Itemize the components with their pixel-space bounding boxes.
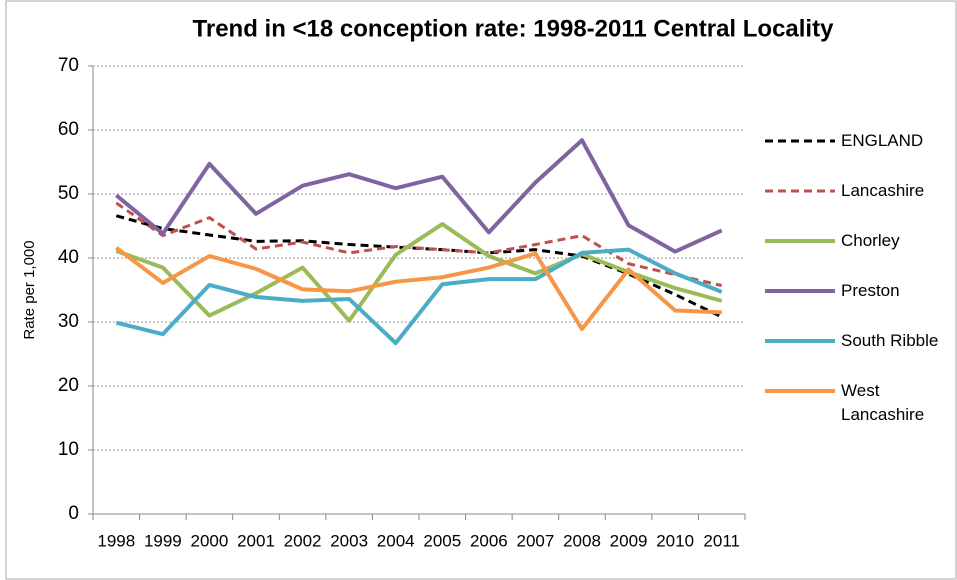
legend-item: Lancashire: [765, 175, 955, 225]
legend-item: ENGLAND: [765, 125, 955, 175]
x-tick-label: 2007: [517, 531, 555, 550]
y-tick-label: 60: [58, 119, 79, 140]
legend-item: Preston: [765, 275, 955, 325]
legend-label: Lancashire: [841, 181, 925, 200]
legend-label: Preston: [841, 281, 900, 300]
x-tick-label: 2005: [423, 531, 461, 550]
x-tick-label: 2009: [610, 531, 648, 550]
legend-label: Chorley: [841, 231, 900, 250]
x-tick-label: 2008: [563, 531, 601, 550]
x-tick-label: 2003: [330, 531, 368, 550]
legend-label: West Lancashire: [841, 381, 925, 424]
legend-swatch: [765, 339, 835, 343]
x-tick-label: 1999: [144, 531, 182, 550]
y-tick-label: 20: [58, 375, 79, 396]
y-tick-label: 30: [58, 311, 79, 332]
series-line: [115, 201, 723, 287]
legend-swatch: [765, 289, 835, 293]
x-tick-label: 2001: [237, 531, 275, 550]
x-tick-label: 2002: [284, 531, 322, 550]
chart-title: Trend in <18 conception rate: 1998-2011 …: [193, 15, 835, 42]
legend-swatch: [765, 189, 835, 193]
series-line: [115, 246, 722, 332]
x-tick-label: 2010: [656, 531, 694, 550]
y-tick-label: 0: [68, 503, 79, 524]
legend-label: ENGLAND: [841, 131, 924, 150]
legend-item: South Ribble: [765, 325, 955, 375]
legend-label: South Ribble: [841, 331, 939, 350]
x-tick-label: 2006: [470, 531, 508, 550]
legend-swatch: [765, 139, 835, 143]
y-tick-label: 50: [58, 183, 79, 204]
legend-item: Chorley: [765, 225, 955, 275]
legend-swatch: [765, 239, 835, 243]
series-line: [115, 247, 723, 346]
series-line: [115, 222, 723, 323]
x-tick-label: 1998: [97, 531, 135, 550]
y-tick-label: 70: [58, 55, 79, 76]
series-line: [115, 138, 723, 254]
legend-swatch: [765, 389, 835, 393]
y-tick-label: 40: [58, 247, 79, 268]
x-tick-label: 2011: [703, 531, 740, 550]
x-tick-label: 2004: [377, 531, 415, 550]
legend-item: West Lancashire: [765, 375, 955, 425]
x-tick-label: 2000: [191, 531, 229, 550]
y-tick-label: 10: [58, 439, 79, 460]
legend: ENGLAND Lancashire Chorley Preston South Rib…: [765, 125, 955, 425]
y-axis-label: Rate per 1,000: [21, 240, 38, 339]
